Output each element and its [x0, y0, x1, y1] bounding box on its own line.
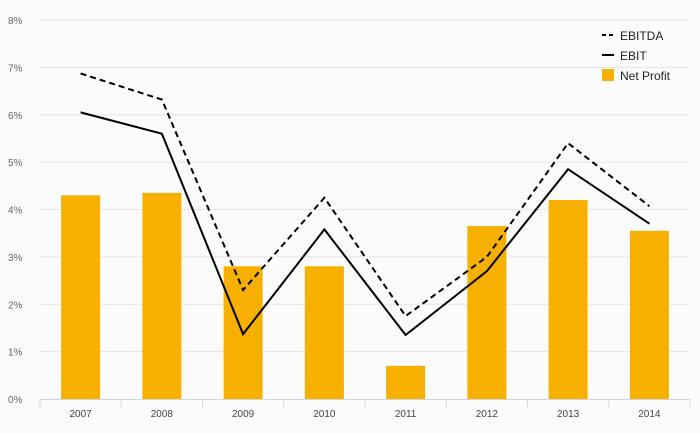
- x-tick-label: 2013: [557, 409, 580, 420]
- bar-series: [61, 192, 669, 399]
- y-tick-label: 3%: [8, 253, 23, 264]
- x-tick-label: 2007: [70, 409, 93, 420]
- y-tick-label: 2%: [8, 300, 23, 311]
- y-tick-label: 5%: [8, 158, 23, 169]
- x-axis: [39, 399, 691, 407]
- bar-net-profit-2007[interactable]: [61, 195, 101, 399]
- x-tick-label: 2010: [313, 409, 336, 420]
- y-tick-label: 6%: [8, 111, 23, 122]
- bar-net-profit-2013[interactable]: [548, 200, 588, 399]
- bar-net-profit-2012[interactable]: [467, 226, 507, 399]
- y-tick-label: 4%: [8, 206, 23, 217]
- y-tick-label: 0%: [8, 395, 23, 406]
- legend: EBITDA EBIT Net Profit: [602, 29, 671, 83]
- bar-net-profit-2011[interactable]: [386, 365, 426, 399]
- legend-item-ebit[interactable]: EBIT: [602, 49, 647, 63]
- legend-item-ebitda[interactable]: EBITDA: [602, 29, 663, 43]
- legend-label: EBIT: [620, 49, 647, 63]
- bar-net-profit-2008[interactable]: [142, 192, 182, 399]
- bar-net-profit-2014[interactable]: [629, 230, 669, 399]
- line-ebitda[interactable]: [80, 72, 651, 318]
- bar-net-profit-2010[interactable]: [304, 266, 344, 399]
- legend-swatch-box: [602, 69, 614, 81]
- legend-label: Net Profit: [620, 69, 671, 83]
- legend-item-net-profit[interactable]: Net Profit: [602, 69, 671, 83]
- y-tick-label: 8%: [8, 16, 23, 27]
- x-tick-label: 2011: [395, 409, 417, 420]
- legend-label: EBITDA: [620, 29, 663, 43]
- x-tick-label: 2012: [476, 409, 499, 420]
- x-tick-label: 2009: [232, 409, 255, 420]
- line-ebit[interactable]: [80, 111, 650, 337]
- y-tick-label: 7%: [8, 63, 23, 74]
- y-tick-label: 1%: [8, 348, 23, 359]
- x-tick-label: 2008: [151, 409, 174, 420]
- x-tick-label: 2014: [638, 409, 661, 420]
